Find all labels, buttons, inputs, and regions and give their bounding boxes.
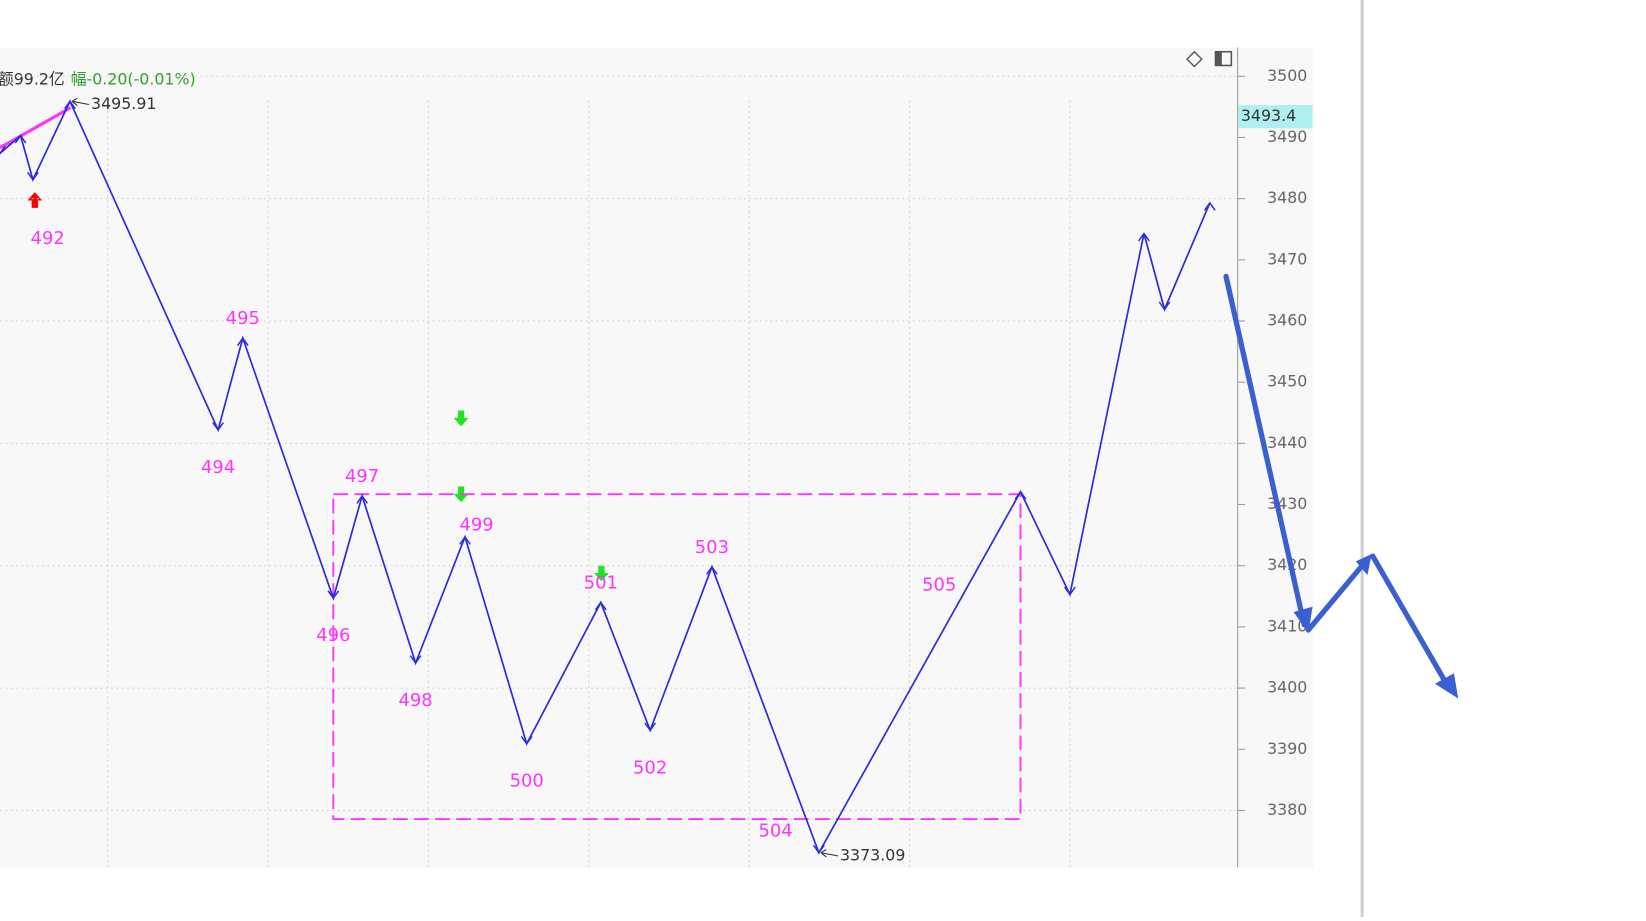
y-tick-label: 3380 (1267, 800, 1307, 819)
pivot-marker (409, 655, 422, 665)
y-tick-label: 3500 (1267, 66, 1307, 85)
pivot-label: 495 (226, 308, 260, 329)
pivot-label: 501 (584, 572, 618, 593)
pivot-marker (706, 565, 718, 575)
pivot-marker (212, 422, 224, 432)
y-tick-label: 3470 (1267, 249, 1307, 268)
plot-panel (0, 47, 1314, 868)
y-tick-label: 3450 (1267, 372, 1307, 391)
pivot-label: 502 (633, 757, 667, 778)
pivot-marker (1014, 490, 1027, 500)
pivot-marker (520, 735, 533, 746)
pivot-label: 494 (201, 457, 235, 478)
layout-icon-fill (1215, 51, 1222, 66)
plot: 3380339034003410342034303440345034603470… (0, 66, 1313, 864)
sell-signal (594, 565, 609, 582)
pivot-marker (327, 590, 340, 600)
pivot-label: 492 (31, 228, 65, 249)
pivot-label: 498 (399, 690, 433, 711)
pivot-label: 504 (759, 821, 793, 842)
pivot-label: 505 (922, 575, 956, 596)
draw-icon[interactable] (1186, 50, 1203, 68)
y-tick-label: 3460 (1267, 311, 1307, 330)
last-price-label: 3493.4 (1241, 106, 1296, 125)
pivot-marker (813, 844, 825, 855)
vertical-grid (107, 100, 1071, 868)
pivot-marker (64, 100, 76, 110)
sell-signal (453, 410, 469, 427)
pivot-marker (1203, 201, 1216, 211)
last-price-box (1238, 105, 1313, 129)
pivot-marker (236, 336, 249, 346)
pivot-label: 500 (510, 771, 544, 792)
y-tick-label: 3440 (1267, 433, 1307, 452)
pivot-label: 497 (345, 466, 379, 487)
pivot-label: 503 (695, 537, 729, 558)
pivot-marker (594, 601, 607, 611)
price-arrow (71, 97, 90, 106)
y-tick-label: 3410 (1267, 616, 1307, 635)
pivot-marker (644, 722, 657, 732)
header-amount: 额99.2亿 (0, 70, 65, 89)
pivot-marker (1064, 586, 1076, 596)
pivot-label: 499 (459, 514, 493, 535)
zigzag-line (0, 99, 1211, 855)
pivot-marker (1138, 232, 1150, 242)
range-box (332, 493, 1022, 820)
pivot-marker (27, 171, 39, 181)
y-tick-label: 3490 (1267, 127, 1307, 146)
y-tick-label: 3390 (1267, 739, 1307, 758)
pivot-marker (356, 494, 368, 504)
forecast-sketch (1223, 273, 1451, 689)
y-tick-label: 3400 (1267, 678, 1307, 697)
pivot-marker (14, 134, 27, 144)
pivot-label: 496 (316, 625, 350, 646)
forecast-arrowheads (1293, 553, 1459, 699)
y-tick-label: 3480 (1267, 188, 1307, 207)
pivot-marker (0, 145, 6, 155)
price-label: 3495.91 (91, 94, 156, 113)
trend-line (0, 106, 72, 150)
price-arrow (820, 849, 838, 858)
buy-signal (27, 192, 43, 208)
y-tick-label: 3420 (1267, 555, 1307, 574)
pivot-marker (1158, 301, 1171, 311)
header-change: 幅-0.20(-0.01%) (71, 70, 196, 89)
pivot-marker (459, 535, 471, 545)
price-label: 3373.09 (840, 845, 905, 864)
